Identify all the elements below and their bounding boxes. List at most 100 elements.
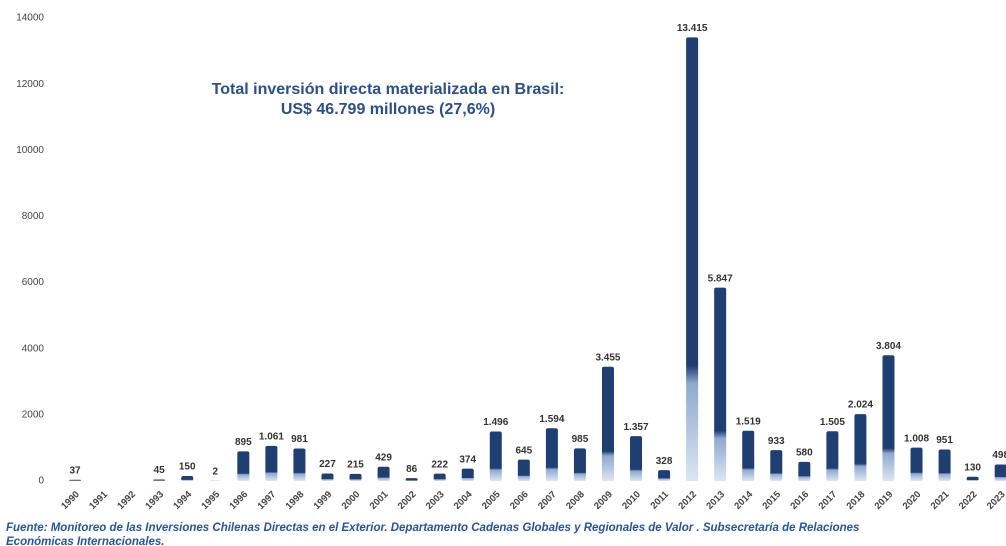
bar xyxy=(798,461,811,481)
value-label: 933 xyxy=(768,436,785,447)
y-tick-label: 2000 xyxy=(22,409,45,420)
bar xyxy=(405,478,418,481)
x-tick-label: 2004 xyxy=(452,489,475,512)
value-label: 215 xyxy=(347,460,364,471)
y-tick-label: 4000 xyxy=(22,343,45,354)
bar xyxy=(573,448,586,481)
bar xyxy=(910,447,923,481)
value-label: 2 xyxy=(212,467,218,478)
x-tick-label: 1995 xyxy=(199,489,222,512)
value-label: 498 xyxy=(992,450,1006,461)
value-label: 1.594 xyxy=(539,414,564,425)
value-label: 645 xyxy=(515,445,532,456)
bar xyxy=(265,445,278,481)
value-label: 1.519 xyxy=(736,416,761,427)
x-tick-label: 1998 xyxy=(284,489,307,512)
source: Económicas Internacionales. xyxy=(6,536,165,546)
x-tick-label: 2017 xyxy=(817,489,840,512)
bar xyxy=(489,431,502,481)
value-label: 374 xyxy=(459,454,476,465)
x-tick-label: 2020 xyxy=(901,489,924,512)
bar xyxy=(377,466,390,481)
value-label: 13.415 xyxy=(677,23,708,34)
value-label: 1.357 xyxy=(624,422,649,433)
value-label: 951 xyxy=(936,435,953,446)
x-tick-label: 2018 xyxy=(845,489,868,512)
x-tick-label: 2016 xyxy=(788,489,811,512)
x-tick-label: 1996 xyxy=(227,489,250,512)
x-tick-label: 2010 xyxy=(620,489,643,512)
x-tick-label: 1990 xyxy=(59,489,82,512)
source: Fuente: Monitoreo de las Inversiones Chi… xyxy=(6,522,859,534)
x-tick-label: 2021 xyxy=(929,489,952,512)
x-tick-label: 2007 xyxy=(536,489,559,512)
x-tick-label: 2019 xyxy=(873,489,896,512)
value-label: 895 xyxy=(235,437,252,448)
value-label: 1.008 xyxy=(904,433,929,444)
x-tick-label: 2001 xyxy=(368,489,391,512)
x-tick-label: 2011 xyxy=(649,489,672,512)
value-label: 981 xyxy=(291,434,308,445)
bar xyxy=(994,464,1006,481)
bar xyxy=(882,355,895,481)
x-tick-label: 1994 xyxy=(171,489,194,512)
value-label: 37 xyxy=(69,465,81,476)
value-label: 130 xyxy=(964,462,981,473)
x-tick-label: 2012 xyxy=(676,489,699,512)
value-label: 222 xyxy=(431,459,448,470)
value-label: 86 xyxy=(406,464,418,475)
bar xyxy=(181,476,194,481)
bar xyxy=(854,414,867,481)
x-tick-label: 2015 xyxy=(760,489,783,512)
value-label: 2.024 xyxy=(848,400,873,411)
value-label: 150 xyxy=(179,462,196,473)
annotation: Total inversión directa materializada en… xyxy=(212,81,565,98)
x-tick-label: 2003 xyxy=(424,489,447,512)
x-tick-label: 1991 xyxy=(87,489,110,512)
value-label: 3.455 xyxy=(595,352,620,363)
value-label: 429 xyxy=(375,452,392,463)
bar xyxy=(293,448,306,481)
y-tick-label: 6000 xyxy=(22,277,45,288)
value-label: 328 xyxy=(656,456,673,467)
x-tick-label: 1997 xyxy=(256,489,279,512)
x-tick-label: 2022 xyxy=(957,489,980,512)
x-tick-label: 2002 xyxy=(396,489,419,512)
y-tick-label: 0 xyxy=(38,476,44,487)
y-tick-label: 14000 xyxy=(16,13,44,24)
value-label: 45 xyxy=(154,465,166,476)
bar xyxy=(69,479,82,481)
y-tick-label: 8000 xyxy=(22,211,45,222)
bar xyxy=(321,473,334,481)
bar xyxy=(601,366,614,481)
bar xyxy=(349,473,362,481)
bar xyxy=(770,450,783,481)
bar xyxy=(714,287,727,481)
value-label: 1.496 xyxy=(483,417,508,428)
value-label: 227 xyxy=(319,459,336,470)
value-label: 3.804 xyxy=(876,341,901,352)
bar xyxy=(433,473,446,481)
value-label: 5.847 xyxy=(708,273,733,284)
x-tick-label: 2013 xyxy=(704,489,727,512)
x-tick-label: 1993 xyxy=(143,489,166,512)
x-tick-label: 2014 xyxy=(732,489,755,512)
x-tick-label: 2008 xyxy=(564,489,587,512)
bar xyxy=(630,436,643,481)
annotation: US$ 46.799 millones (27,6%) xyxy=(281,101,495,118)
bar xyxy=(237,451,250,481)
value-label: 1.061 xyxy=(259,432,284,443)
bar xyxy=(686,37,699,481)
bar xyxy=(938,449,951,481)
y-tick-label: 10000 xyxy=(16,145,44,156)
bar xyxy=(153,479,166,481)
value-label: 985 xyxy=(572,434,589,445)
bar xyxy=(742,430,755,481)
bar xyxy=(658,470,671,481)
bar xyxy=(545,428,558,481)
x-tick-label: 2006 xyxy=(508,489,531,512)
x-tick-label: 2009 xyxy=(592,489,615,512)
bar xyxy=(461,468,474,481)
bar xyxy=(517,459,530,481)
